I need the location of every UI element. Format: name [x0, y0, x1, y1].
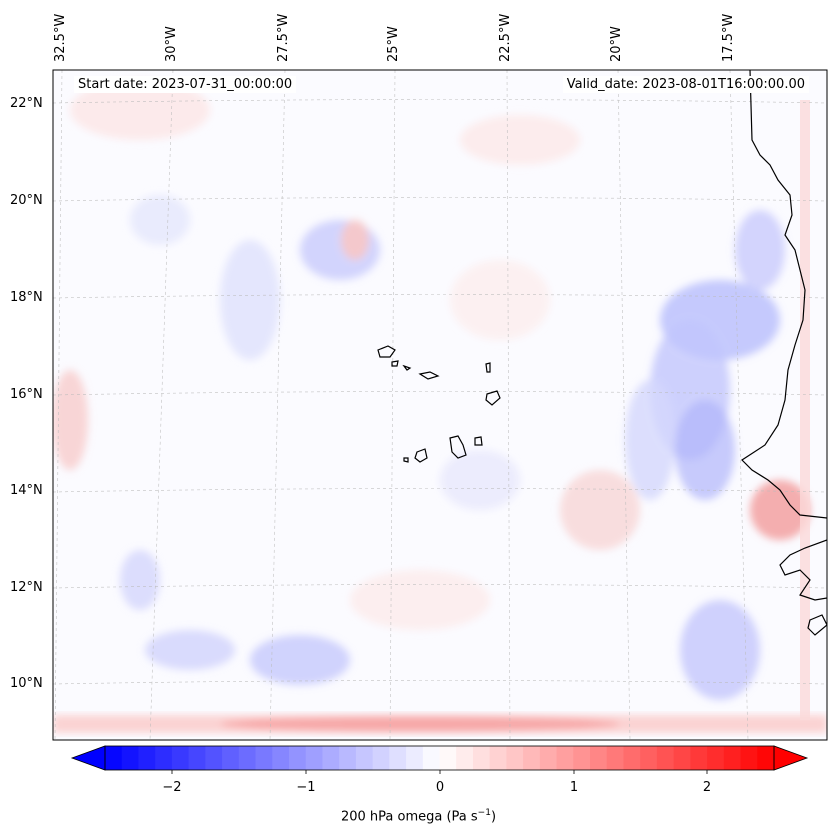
lat-label: 14°N	[10, 483, 43, 498]
boundary-strip-right	[800, 100, 810, 720]
colorbar-tick-label: 0	[435, 780, 445, 795]
lat-label: 12°N	[10, 580, 43, 595]
colorbar-step	[288, 746, 307, 770]
lon-label: 22.5°W	[498, 13, 513, 62]
colorbar-step	[740, 746, 758, 770]
colorbar-step	[506, 746, 524, 770]
colorbar-tick-label: −2	[162, 780, 182, 795]
colorbar-step	[222, 746, 240, 770]
colorbar-title-exponent: −1	[477, 808, 491, 818]
colorbar-step	[757, 746, 775, 770]
colorbar-step	[707, 746, 725, 770]
lon-label: 32.5°W	[53, 13, 68, 62]
lat-label: 20°N	[10, 193, 43, 208]
colorbar-step	[389, 746, 407, 770]
colorbar-step	[523, 746, 541, 770]
colorbar-step	[238, 746, 257, 770]
gridlines	[53, 70, 827, 740]
lon-label: 20°W	[609, 26, 624, 62]
colorbar-step	[188, 746, 206, 770]
colorbar-tick-label: −1	[296, 780, 316, 795]
colorbar-step	[656, 746, 675, 770]
omega-field	[53, 80, 810, 700]
colorbar-step	[121, 746, 139, 770]
colorbar-step	[606, 746, 624, 770]
colorbar-extend-max	[773, 745, 809, 771]
lat-label: 10°N	[10, 676, 43, 691]
colorbar-step	[489, 746, 507, 770]
colorbar-step	[539, 746, 558, 770]
colorbar-step	[372, 746, 390, 770]
colorbar-step	[305, 746, 323, 770]
colorbar-step	[355, 746, 374, 770]
map-panel	[53, 70, 827, 740]
colorbar-tick-label: 1	[569, 780, 579, 795]
colorbar-ticks	[171, 770, 708, 774]
colorbar-step	[556, 746, 574, 770]
colorbar-extend-min	[70, 745, 106, 771]
colorbar-step	[155, 746, 173, 770]
colorbar-step	[205, 746, 223, 770]
map-border	[52, 69, 828, 741]
colorbar-step	[422, 746, 440, 770]
lon-label: 17.5°W	[721, 13, 736, 62]
colorbar-step	[138, 746, 156, 770]
colorbar-title: 200 hPa omega (Pa s−1)	[0, 808, 837, 824]
colorbar-tick-label: 2	[702, 780, 712, 795]
colorbar-steps	[105, 746, 775, 770]
colorbar-step	[406, 746, 424, 770]
colorbar-step	[105, 746, 123, 770]
colorbar-step	[673, 746, 691, 770]
lon-label: 25°W	[386, 26, 401, 62]
colorbar-title-suffix: )	[490, 809, 497, 825]
colorbar-step	[272, 746, 290, 770]
colorbar-step	[640, 746, 658, 770]
colorbar	[70, 745, 809, 774]
lon-label: 27.5°W	[276, 13, 291, 62]
colorbar-step	[623, 746, 641, 770]
colorbar-frame	[104, 745, 775, 771]
valid-date-label: Valid_date: 2023-08-01T16:00:00.00	[562, 76, 809, 93]
lat-label: 16°N	[10, 387, 43, 402]
lat-label: 18°N	[10, 290, 43, 305]
colorbar-step	[690, 746, 708, 770]
cape-verde-islands	[377, 345, 501, 463]
colorbar-step	[439, 746, 457, 770]
colorbar-step	[573, 746, 591, 770]
colorbar-step	[255, 746, 273, 770]
lat-label: 22°N	[10, 96, 43, 111]
start-date-label: Start date: 2023-07-31_00:00:00	[74, 76, 297, 93]
africa-coastline	[741, 70, 827, 636]
colorbar-step	[339, 746, 357, 770]
colorbar-step	[322, 746, 340, 770]
colorbar-step	[723, 746, 742, 770]
boundary-strip-bottom	[53, 715, 827, 733]
colorbar-step	[590, 746, 608, 770]
colorbar-step	[472, 746, 491, 770]
colorbar-step	[456, 746, 474, 770]
colorbar-title-text: 200 hPa omega (Pa s	[340, 809, 478, 825]
lon-label: 30°W	[164, 26, 179, 62]
colorbar-step	[171, 746, 190, 770]
